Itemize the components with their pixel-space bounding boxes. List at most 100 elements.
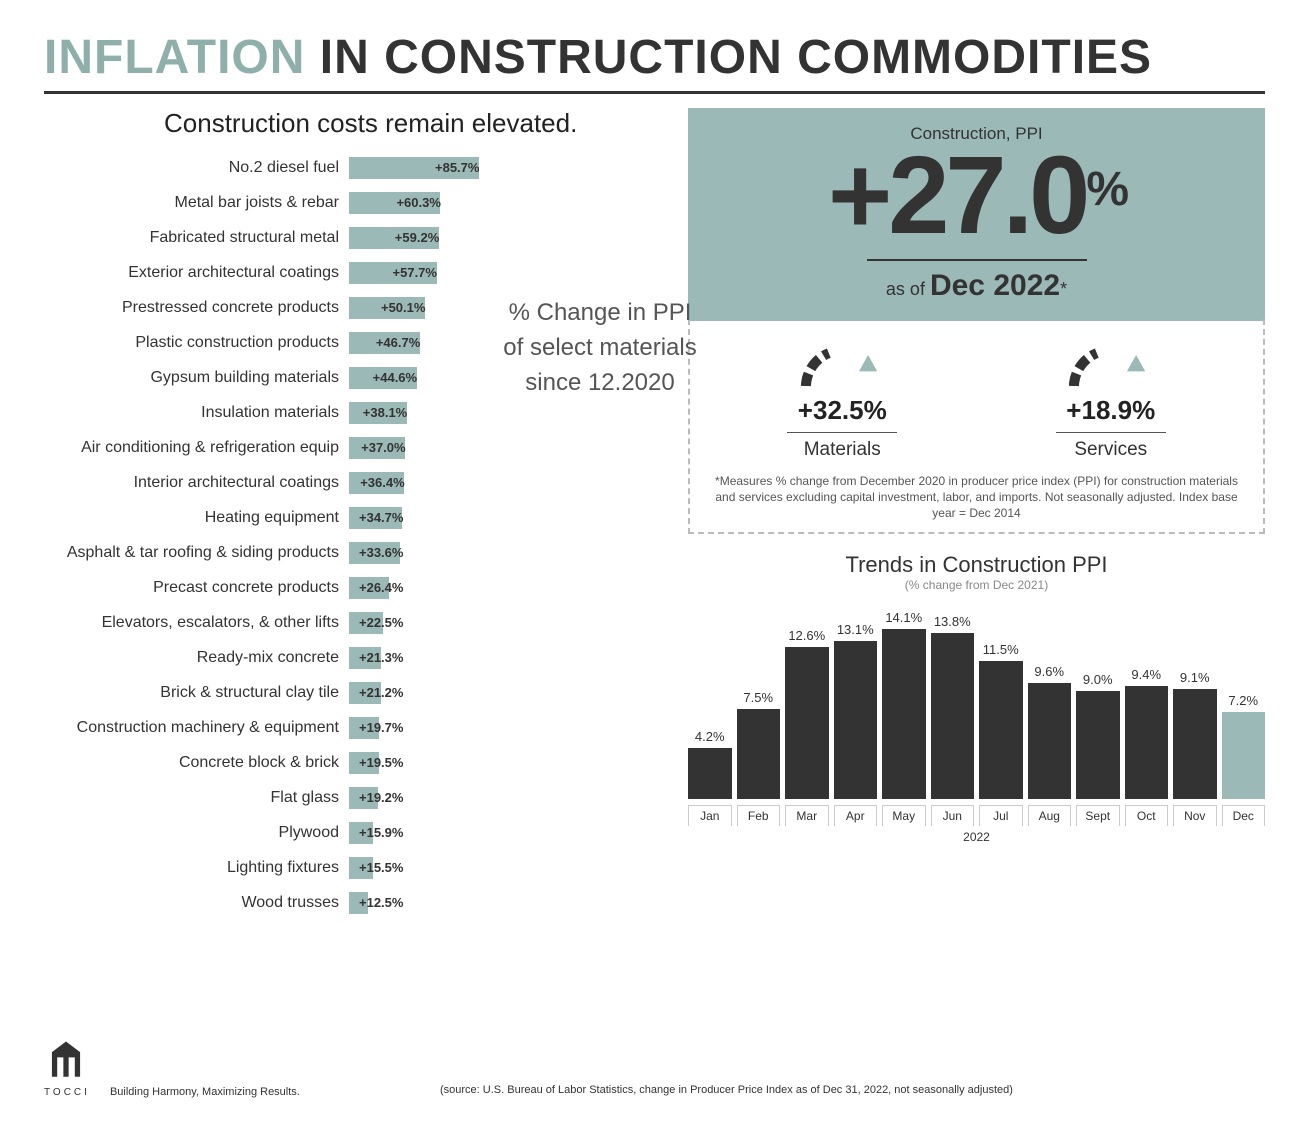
hbar-row: Heating equipment+34.7% <box>44 503 664 532</box>
services-cell: +18.9% Services <box>982 337 1240 461</box>
trend-bar-value: 12.6% <box>788 628 825 643</box>
trend-bar <box>737 709 781 799</box>
trend-bar <box>1076 691 1120 799</box>
trend-bar-value: 9.1% <box>1180 670 1210 685</box>
hbar-value: +19.5% <box>353 752 403 774</box>
hbar-label: Asphalt & tar roofing & siding products <box>44 544 349 562</box>
trend-month-label: Aug <box>1028 805 1072 826</box>
hbar-track: +33.6% <box>349 542 649 564</box>
trend-month-label: Oct <box>1125 805 1169 826</box>
hbar-row: Plywood+15.9% <box>44 818 664 847</box>
hbar-row: Metal bar joists & rebar+60.3% <box>44 188 664 217</box>
brand-logo-icon <box>44 1038 90 1087</box>
trend-bar <box>1173 689 1217 798</box>
hbar-row: Elevators, escalators, & other lifts+22.… <box>44 608 664 637</box>
hbar-track: +85.7% <box>349 157 649 179</box>
asof-prefix: as of <box>886 279 930 299</box>
hbar-label: Plastic construction products <box>44 334 349 352</box>
trend-bar-value: 9.6% <box>1034 664 1064 679</box>
hbar-value: +85.7% <box>429 157 479 179</box>
split-footnote: *Measures % change from December 2020 in… <box>708 473 1245 522</box>
hbar-value: +46.7% <box>370 332 420 354</box>
hbar-track: +36.4% <box>349 472 649 494</box>
trend-col: 12.6%Mar <box>785 628 829 825</box>
hbar-label: Metal bar joists & rebar <box>44 194 349 212</box>
trend-bar-value: 4.2% <box>695 729 725 744</box>
trend-month-label: Apr <box>834 805 878 826</box>
trend-month-label: Nov <box>1173 805 1217 826</box>
gauge-icon <box>713 337 971 393</box>
hbar-track: +19.2% <box>349 787 649 809</box>
page-title: INFLATION IN CONSTRUCTION COMMODITIES <box>44 30 1265 85</box>
hbar-label: Fabricated structural metal <box>44 229 349 247</box>
trend-month-label: Dec <box>1222 805 1266 826</box>
hbar-label: Precast concrete products <box>44 579 349 597</box>
materials-name: Materials <box>713 439 971 461</box>
trend-col: 13.1% Apr <box>834 622 878 825</box>
subtitle: Construction costs remain elevated. <box>164 108 664 139</box>
asof-value: Dec 2022 <box>930 269 1060 302</box>
ppi-value: +27.0% <box>688 132 1265 259</box>
hbar-track: +19.7% <box>349 717 649 739</box>
ppi-pct: % <box>1086 163 1125 216</box>
hbar-row: Brick & structural clay tile+21.2% <box>44 678 664 707</box>
hbar-track: +22.5% <box>349 612 649 634</box>
trend-bar-value: 11.5% <box>983 642 1019 657</box>
hbar-row: Asphalt & tar roofing & siding products+… <box>44 538 664 567</box>
right-column: Construction, PPI +27.0% as of Dec 2022* <box>688 108 1265 923</box>
trend-title: Trends in Construction PPI <box>688 552 1265 578</box>
brand-tagline: Building Harmony, Maximizing Results. <box>110 1086 300 1098</box>
hbar-value: +12.5% <box>353 892 403 914</box>
trend-col: 4.2%Jan <box>688 729 732 825</box>
trend-col: 9.0%Sept <box>1076 672 1120 826</box>
hbar-value: +22.5% <box>353 612 403 634</box>
trend-bar <box>931 633 975 799</box>
hbar-label: Construction machinery & equipment <box>44 719 349 737</box>
hbar-label: Gypsum building materials <box>44 369 349 387</box>
asof-suffix: * <box>1060 279 1067 299</box>
hbar-label: Exterior architectural coatings <box>44 264 349 282</box>
split-box: +32.5% Materials +18.9% Se <box>688 319 1265 534</box>
hbar-chart: No.2 diesel fuel+85.7% Metal bar joists &… <box>44 153 664 917</box>
trend-col: 14.1%May <box>882 610 926 825</box>
hbar-track: +60.3% <box>349 192 649 214</box>
trend-col: 13.8%Jun <box>931 614 975 826</box>
brand-name: TOCCI <box>44 1087 90 1098</box>
hbar-value: +34.7% <box>353 507 403 529</box>
hbar-track: +19.5% <box>349 752 649 774</box>
hbar-track: +15.5% <box>349 857 649 879</box>
hbar-row: Air conditioning & refrigeration equip+3… <box>44 433 664 462</box>
hbar-value: +21.3% <box>353 647 403 669</box>
hbar-label: Brick & structural clay tile <box>44 684 349 702</box>
hbar-row: Construction machinery & equipment+19.7% <box>44 713 664 742</box>
trend-bar-value: 13.1% <box>837 622 874 637</box>
trend-year: 2022 <box>688 830 1265 844</box>
hbar-row: Exterior architectural coatings+57.7% <box>44 258 664 287</box>
trend-bar-value: 7.2% <box>1228 693 1258 708</box>
hbar-value: +19.2% <box>353 787 403 809</box>
hbar-label: Insulation materials <box>44 404 349 422</box>
trend-bar-value: 9.4% <box>1131 667 1161 682</box>
trend-col: 7.2% Dec <box>1222 693 1266 825</box>
hbar-track: +57.7% <box>349 262 649 284</box>
trend-bar-value: 14.1% <box>885 610 922 625</box>
title-accent: INFLATION <box>44 31 305 84</box>
services-rule <box>1056 432 1166 433</box>
trend-col: 9.4% Oct <box>1125 667 1169 826</box>
trend-bars: 4.2%Jan7.5%Feb12.6%Mar13.1%Apr14.1%May13… <box>688 596 1265 826</box>
hbar-row: No.2 diesel fuel+85.7% <box>44 153 664 182</box>
ppi-asof: as of Dec 2022* <box>688 269 1265 303</box>
services-name: Services <box>982 439 1240 461</box>
trend-month-label: Sept <box>1076 805 1120 826</box>
hbar-value: +37.0% <box>355 437 405 459</box>
hbar-label: Ready-mix concrete <box>44 649 349 667</box>
hbar-value: +26.4% <box>353 577 403 599</box>
materials-rule <box>787 432 897 433</box>
hbar-row: Interior architectural coatings+36.4% <box>44 468 664 497</box>
trend-chart: Trends in Construction PPI (% change fro… <box>688 552 1265 844</box>
trend-bar <box>1222 712 1266 798</box>
services-value: +18.9% <box>982 395 1240 426</box>
left-column: Construction costs remain elevated. No.2… <box>44 108 664 923</box>
hbar-label: Interior architectural coatings <box>44 474 349 492</box>
trend-month-label: Feb <box>737 805 781 826</box>
